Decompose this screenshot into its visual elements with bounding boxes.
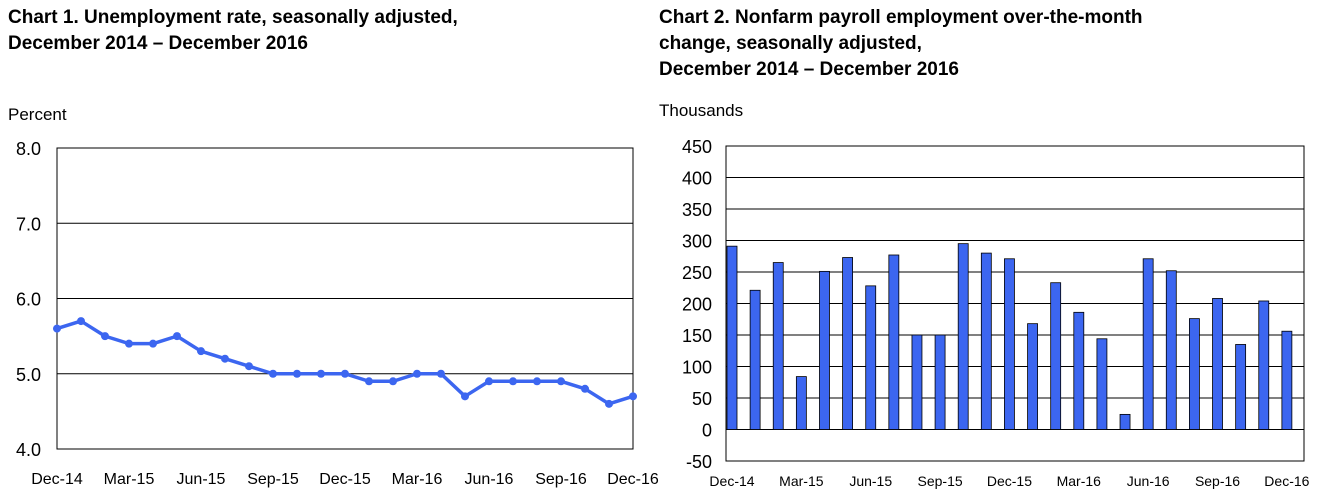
chart2-bar [842, 257, 853, 430]
chart2-bar [934, 334, 946, 430]
chart1-data-point [485, 377, 493, 386]
chart2-bar [1073, 311, 1085, 430]
chart1-data-point [245, 362, 253, 371]
chart2-bar [1119, 413, 1131, 430]
chart2-bar [911, 334, 923, 430]
chart1-y-tick-label: 7.0 [16, 214, 41, 234]
chart2-bar [1212, 298, 1223, 430]
chart1-data-point [509, 377, 517, 386]
chart2-y-tick-label: 400 [682, 169, 712, 189]
chart2-bar [1027, 323, 1038, 430]
chart2-bar [1235, 344, 1247, 430]
chart2-bar [865, 285, 877, 430]
chart1-x-tick-label: Dec-14 [31, 471, 83, 488]
chart1-data-point [125, 339, 133, 348]
chart1-x-tick-label: Dec-15 [319, 471, 371, 488]
chart1-y-tick-label: 4.0 [16, 440, 41, 460]
chart1-data-point [149, 339, 157, 348]
chart2-x-tick-label: Jun-16 [1127, 473, 1170, 489]
chart2-bar [819, 270, 830, 430]
chart2-x-tick-label: Dec-14 [709, 473, 754, 489]
chart1-data-point [629, 392, 637, 401]
chart2-title-line: change, seasonally adjusted, [659, 33, 922, 54]
chart1-title: Chart 1. Unemployment rate, seasonally a… [8, 5, 458, 57]
chart1-x-tick-label: Dec-16 [607, 471, 659, 488]
chart2-bar [957, 243, 969, 430]
chart1-x-tick-label: Sep-16 [535, 471, 587, 488]
chart2-bar [1004, 258, 1015, 430]
chart2-y-tick-label: 350 [682, 200, 712, 220]
chart1-data-point [293, 369, 301, 378]
chart1-data-point [365, 377, 373, 386]
chart1-x-tick-label: Mar-16 [392, 471, 443, 488]
chart1-data-point [221, 354, 229, 363]
chart1-data-point [533, 377, 541, 386]
chart2-plot-frame [725, 145, 1305, 462]
chart2-bar [888, 254, 900, 430]
chart1-data-point [557, 377, 565, 386]
chart1-x-tick-label: Jun-15 [177, 471, 226, 488]
chart1-title-line: Chart 1. Unemployment rate, seasonally a… [8, 7, 458, 28]
chart2-x-tick-label: Mar-15 [779, 473, 824, 489]
chart1-data-point [461, 392, 469, 401]
chart1-data-point [53, 324, 61, 333]
chart1-x-tick-label: Sep-15 [247, 471, 299, 488]
chart1-data-point [341, 369, 349, 378]
chart2-x-tick-label: Sep-15 [918, 473, 963, 489]
chart2-title-line: December 2014 – December 2016 [659, 59, 959, 80]
chart1-data-point [77, 317, 85, 326]
chart2-x-tick-label: Sep-16 [1195, 473, 1240, 489]
chart2-bar [795, 376, 807, 430]
chart2-x-tick-label: Jun-15 [849, 473, 892, 489]
chart1-data-point [389, 377, 397, 386]
chart1-y-tick-label: 8.0 [16, 139, 41, 159]
chart2-unit-label: Thousands [659, 101, 744, 120]
chart2-y-tick-label: 0 [702, 421, 712, 441]
chart1-y-tick-label: 5.0 [16, 365, 41, 385]
chart1-x-tick-label: Jun-16 [465, 471, 514, 488]
chart1-x-tick-label: Mar-15 [104, 471, 155, 488]
chart1-title-line: December 2014 – December 2016 [8, 33, 308, 54]
chart2-x-tick-label: Mar-16 [1057, 473, 1102, 489]
chart2-bar [1096, 338, 1108, 430]
chart2-y-tick-label: 250 [682, 263, 712, 283]
chart1-data-point [605, 399, 613, 408]
chart1-data-point [269, 369, 277, 378]
chart2-title: Chart 2. Nonfarm payroll employment over… [659, 5, 1143, 83]
chart2-bar [749, 289, 761, 430]
chart2-bar [772, 262, 784, 430]
chart1-data-point [413, 369, 421, 378]
chart2-bar [1189, 318, 1200, 430]
chart1-data-point [437, 369, 445, 378]
chart2-bar [1258, 300, 1270, 430]
chart1-data-point [197, 347, 205, 356]
chart1-unit-label: Percent [8, 105, 67, 124]
chart1-data-point [581, 384, 589, 393]
chart2-title-line: Chart 2. Nonfarm payroll employment over… [659, 7, 1143, 28]
chart2-bar [980, 252, 992, 430]
chart2-y-tick-label: 200 [682, 295, 712, 315]
chart2-y-tick-label: 100 [682, 358, 712, 378]
chart2-bar [726, 245, 738, 430]
chart2-y-tick-label: 50 [692, 389, 712, 409]
chart1-data-point [317, 369, 325, 378]
chart1-data-point [101, 332, 109, 341]
chart2-bar [1281, 330, 1293, 430]
chart2-bar [1142, 258, 1154, 430]
chart1-y-tick-label: 6.0 [16, 290, 41, 310]
chart1-data-point [173, 332, 181, 341]
chart2-bar [1165, 270, 1177, 430]
chart2-x-tick-label: Dec-15 [987, 473, 1032, 489]
chart2-y-tick-label: -50 [686, 452, 712, 472]
chart2-x-tick-label: Dec-16 [1264, 473, 1309, 489]
chart2-bar [1050, 282, 1062, 430]
chart2-y-tick-label: 300 [682, 232, 712, 252]
chart2-y-tick-label: 150 [682, 326, 712, 346]
chart2-y-tick-label: 450 [682, 137, 712, 157]
chart1-plot-frame [56, 147, 634, 450]
